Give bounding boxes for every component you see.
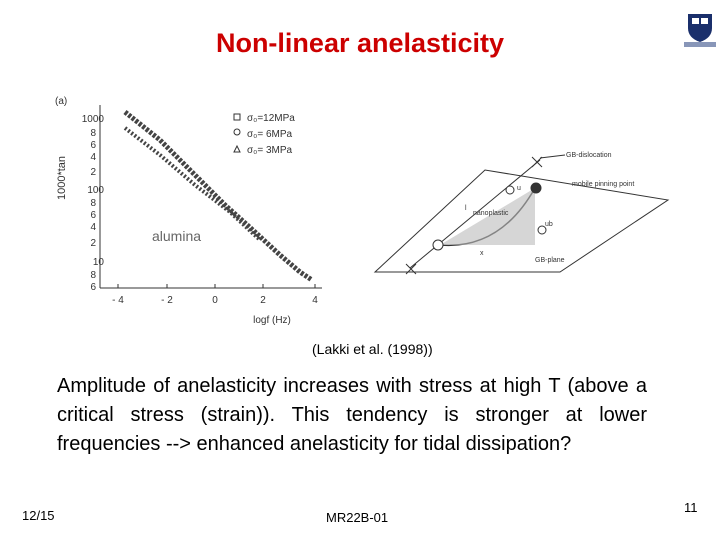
caption: (Lakki et al. (1998)) [312,341,433,357]
y-tick-label: 6 [90,140,96,151]
x-tick-label: 4 [312,295,318,306]
diagram-label: GB-dislocation [566,152,612,159]
body-text: Amplitude of anelasticity increases with… [57,375,647,455]
diagram-label: mobile pinning point [572,181,634,188]
slide-title: Non-linear anelasticity [215,28,505,58]
diagram-right [373,154,670,275]
y-tick-label: 8 [90,128,96,139]
legend-entry: σ₀= 6MPa [247,129,293,140]
plot-left [99,105,322,289]
x-tick-label: 2 [260,295,266,306]
x-tick-label: - 2 [161,295,173,306]
diagram-label: ub [545,221,553,228]
logo [684,14,716,47]
y-tick-label: 10 [93,257,105,268]
y-tick-label: 2 [90,238,96,249]
y-axis-label: 1000*tan [56,156,68,200]
legend-entry: σ₀=12MPa [247,113,295,124]
y-tick-label: 8 [90,198,96,209]
diagram-label: GB-plane [535,257,565,264]
y-tick-label: 6 [90,282,96,293]
footer-date: 12/15 [22,508,55,523]
y-tick-label: 8 [90,270,96,281]
diagram-label: u [517,185,521,192]
legend-entry: σ₀= 3MPa [247,145,293,156]
y-tick-label: 4 [90,152,96,163]
page-number: 11 [684,500,698,515]
diagram-label: nanoplastic [473,210,509,217]
footer-code: MR22B-01 [326,510,389,525]
x-tick-label: - 4 [112,295,124,306]
y-tick-label: 100 [87,185,104,196]
x-tick-label: 0 [212,295,218,306]
y-tick-label: 4 [90,222,96,233]
x-axis-label: logf (Hz) [253,315,291,326]
y-tick-label: 2 [90,167,96,178]
annotation: alumina [152,228,201,244]
y-tick-label: 6 [90,210,96,221]
y-tick-label: 1000 [82,114,105,125]
diagram-label: l [465,205,467,212]
diagram-label: x [480,250,484,257]
panel-label: (a) [55,96,67,107]
